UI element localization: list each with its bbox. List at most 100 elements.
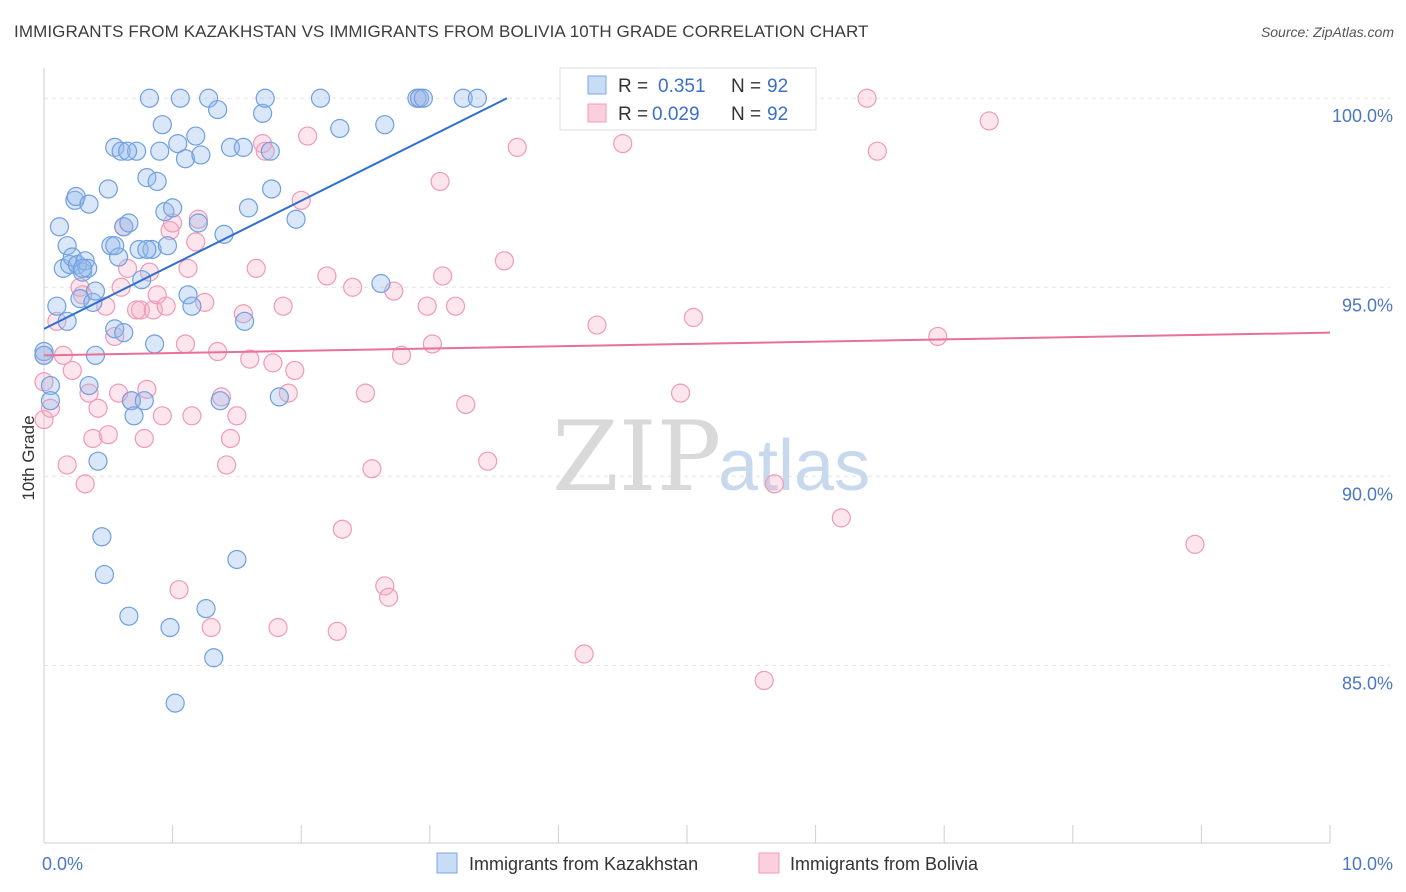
x-tick-label-max: 10.0% [1342, 854, 1393, 874]
watermark-zip: ZIP [552, 401, 721, 513]
point-bolivia [494, 251, 514, 271]
x-tick-labels: 0.0% 10.0% [42, 854, 1393, 874]
point-bolivia [587, 315, 607, 335]
point-bolivia [220, 428, 241, 449]
trend-line-bolivia [43, 331, 1331, 357]
point-kazakhstan [182, 296, 202, 316]
point-kazakhstan [79, 375, 99, 396]
point-kazakhstan [137, 239, 157, 260]
legend-n-value-bolivia: 92 [767, 104, 788, 125]
point-kazakhstan [117, 141, 138, 161]
point-kazakhstan [163, 198, 183, 218]
point-kazakhstan [160, 617, 180, 638]
legend-r-label: R = [618, 76, 648, 97]
point-bolivia [253, 134, 273, 154]
point-kazakhstan [238, 198, 259, 218]
point-bolivia [928, 326, 948, 347]
point-kazakhstan [371, 273, 391, 294]
point-bolivia [445, 296, 466, 316]
point-kazakhstan [253, 103, 273, 123]
point-bolivia [327, 621, 347, 641]
point-bolivia [98, 425, 118, 445]
point-bolivia [70, 277, 90, 297]
point-bolivia [57, 455, 77, 475]
point-bolivia [134, 428, 154, 449]
point-kazakhstan [255, 88, 275, 108]
legend-r-value-bolivia: 0.029 [652, 104, 700, 125]
point-kazakhstan [210, 391, 230, 411]
point-kazakhstan [204, 648, 224, 668]
point-kazakhstan [144, 334, 165, 354]
series-kazakhstan-points [34, 88, 487, 713]
point-kazakhstan [78, 258, 98, 278]
point-kazakhstan [186, 126, 206, 146]
point-kazakhstan [72, 258, 93, 278]
point-bolivia [613, 134, 633, 154]
point-bolivia [317, 266, 337, 286]
point-kazakhstan [260, 141, 280, 161]
bottom-legend-swatch-bolivia [758, 852, 780, 874]
point-kazakhstan [330, 118, 350, 139]
point-bolivia [40, 398, 61, 418]
point-bolivia [156, 296, 176, 316]
point-kazakhstan [269, 387, 289, 407]
point-bolivia [268, 617, 288, 638]
point-bolivia [764, 474, 785, 494]
point-bolivia [217, 455, 237, 475]
point-kazakhstan [114, 217, 134, 237]
point-bolivia [422, 334, 442, 354]
point-kazakhstan [188, 213, 208, 233]
point-bolivia [263, 353, 283, 373]
point-bolivia [201, 617, 221, 638]
point-bolivia [343, 277, 363, 297]
y-tick-label: 100.0% [1332, 106, 1393, 126]
point-bolivia [163, 213, 183, 233]
y-tick-label: 85.0% [1342, 673, 1393, 693]
point-bolivia [240, 349, 260, 369]
bottom-legend-label-bolivia: Immigrants from Bolivia [790, 854, 979, 874]
point-kazakhstan [152, 115, 172, 135]
grid-lines [44, 97, 1390, 666]
watermark-atlas: atlas [718, 426, 870, 506]
point-bolivia [456, 394, 476, 415]
point-kazakhstan [262, 179, 282, 199]
point-kazakhstan [94, 564, 115, 585]
point-bolivia [754, 670, 774, 691]
point-kazakhstan [196, 599, 216, 619]
axes [43, 68, 1331, 844]
point-bolivia [83, 428, 103, 449]
point-kazakhstan [114, 323, 134, 343]
point-bolivia [152, 406, 172, 426]
point-bolivia [246, 258, 266, 278]
series-legend: Immigrants from Kazakhstan Immigrants fr… [436, 852, 979, 874]
point-kazakhstan [40, 391, 61, 411]
point-bolivia [34, 409, 54, 430]
point-kazakhstan [208, 99, 228, 120]
point-kazakhstan [467, 88, 487, 108]
point-kazakhstan [47, 296, 67, 316]
point-bolivia [75, 474, 95, 494]
point-kazakhstan [214, 224, 234, 244]
point-bolivia [182, 406, 202, 426]
point-kazakhstan [310, 88, 331, 108]
legend-n-value-kazakhstan: 92 [767, 76, 788, 97]
point-kazakhstan [105, 236, 125, 256]
point-kazakhstan [124, 406, 144, 426]
point-bolivia [478, 451, 498, 471]
point-kazakhstan [98, 179, 118, 199]
point-bolivia [227, 406, 247, 426]
point-kazakhstan [168, 134, 188, 154]
point-kazakhstan [235, 311, 255, 331]
point-bolivia [186, 232, 206, 252]
trend-line-kazakhstan [43, 97, 508, 330]
point-kazakhstan [233, 137, 253, 157]
point-bolivia [375, 576, 395, 596]
legend-swatch-bolivia [587, 103, 607, 123]
point-bolivia [683, 307, 704, 328]
point-bolivia [417, 296, 437, 316]
point-bolivia [160, 220, 180, 241]
point-kazakhstan [137, 168, 157, 188]
point-kazakhstan [49, 217, 70, 237]
point-bolivia [285, 360, 305, 381]
